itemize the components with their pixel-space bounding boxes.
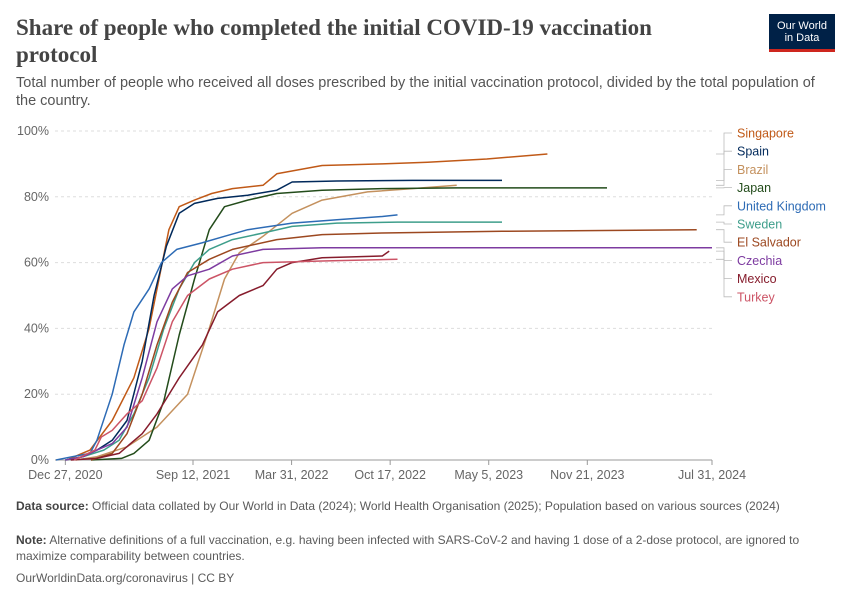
- legend-connector: [716, 205, 732, 216]
- legend-label: Sweden: [737, 218, 782, 232]
- series-line-mexico: [70, 250, 390, 461]
- legend-layer: Singapore Spain Brazil Japan United Kingdom S…: [716, 127, 826, 304]
- y-tick-label: 0%: [31, 453, 49, 467]
- legend-connector: [716, 229, 732, 243]
- source-text: Official data collated by Our World in D…: [92, 499, 780, 513]
- owid-logo[interactable]: Our World in Data: [769, 14, 835, 52]
- y-tick-label: 80%: [24, 190, 49, 204]
- legend-connector: [716, 150, 732, 181]
- x-tick-label: May 5, 2023: [454, 468, 523, 482]
- legend-connector: [716, 169, 732, 186]
- y-tick-label: 20%: [24, 387, 49, 401]
- chart-title: Share of people who completed the initia…: [16, 15, 652, 67]
- legend-label: Singapore: [737, 127, 794, 141]
- legend-label: Japan: [737, 181, 771, 195]
- legend-connector: [716, 258, 732, 298]
- note-text: Alternative definitions of a full vaccin…: [16, 533, 800, 563]
- series-line-japan: [90, 187, 607, 461]
- y-tick-label: 60%: [24, 256, 49, 270]
- chart-subtitle: Total number of people who received all …: [16, 75, 815, 109]
- series-line-el-salvador: [90, 228, 697, 461]
- legend-connector: [716, 221, 732, 225]
- x-tick-label: Oct 17, 2022: [354, 468, 426, 482]
- x-tick-label: Dec 27, 2020: [28, 468, 102, 482]
- note-label: Note:: [16, 533, 47, 547]
- legend-label: Mexico: [737, 272, 777, 286]
- y-tick-label: 40%: [24, 321, 49, 335]
- legend-label: Spain: [737, 145, 769, 159]
- legend-label: Czechia: [737, 254, 782, 268]
- x-tick-label: Jul 31, 2024: [678, 468, 746, 482]
- series-line-united-kingdom: [55, 214, 398, 461]
- x-tick-label: Nov 21, 2023: [550, 468, 624, 482]
- legend-label: Turkey: [737, 290, 775, 304]
- series-layer: [55, 153, 712, 461]
- x-tick-label: Mar 31, 2022: [255, 468, 329, 482]
- logo-line-1: Our World: [777, 19, 827, 32]
- legend-connector: [716, 132, 732, 155]
- series-line-turkey: [73, 258, 398, 461]
- legend-label: Brazil: [737, 163, 768, 177]
- series-line-czechia: [65, 247, 712, 461]
- legend-label: United Kingdom: [737, 199, 826, 213]
- series-line-spain: [65, 179, 502, 461]
- x-tick-label: Sep 12, 2021: [156, 468, 230, 482]
- line-chart: 0% 20% 40% 60% 80% 100% Dec 27, 2020 Sep 12, 20…: [17, 124, 826, 482]
- series-line-brazil: [75, 184, 457, 461]
- source-label: Data source:: [16, 499, 89, 513]
- data-source: Data source: Official data collated by O…: [16, 498, 806, 514]
- series-line-singapore: [66, 153, 548, 461]
- logo-line-2: in Data: [784, 31, 820, 44]
- source-link[interactable]: OurWorldinData.org/coronavirus | CC BY: [16, 571, 235, 585]
- chart-note: Note: Alternative definitions of a full …: [16, 532, 806, 564]
- y-tick-label: 100%: [17, 124, 49, 138]
- legend-label: El Salvador: [737, 236, 801, 250]
